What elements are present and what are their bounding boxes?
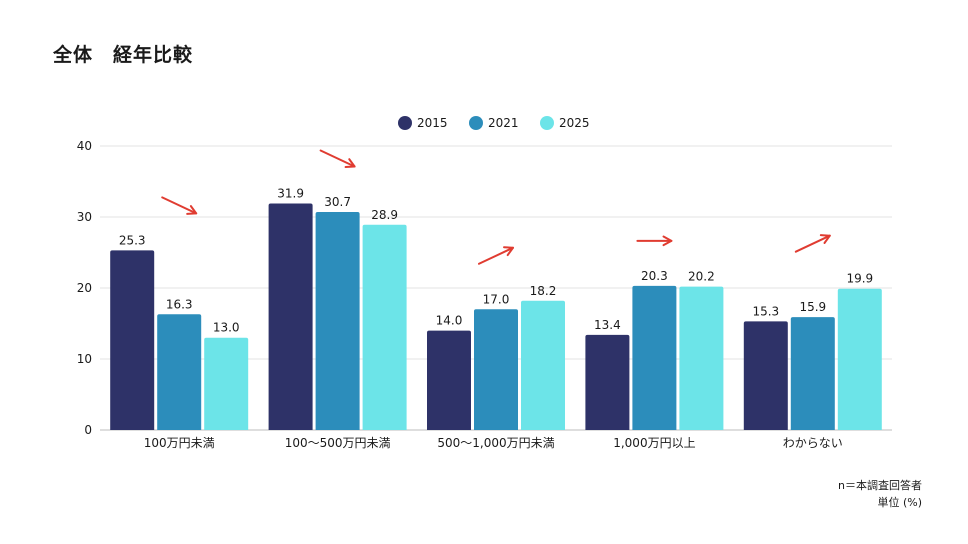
data-label: 13.4 xyxy=(594,318,621,332)
data-label: 19.9 xyxy=(846,272,873,286)
data-label: 18.2 xyxy=(530,284,557,298)
trend-arrow-line xyxy=(794,234,831,253)
trend-arrow-head xyxy=(503,246,514,257)
y-tick-label: 40 xyxy=(77,139,92,153)
data-label: 17.0 xyxy=(483,292,510,306)
trend-arrow-head xyxy=(344,158,356,169)
legend-marker xyxy=(469,116,483,130)
x-tick-label: 500～1,000万円未満 xyxy=(437,436,554,450)
bar xyxy=(268,203,313,430)
data-label: 20.3 xyxy=(641,269,668,283)
bar xyxy=(837,288,882,430)
trend-arrow-line xyxy=(478,246,514,265)
legend-label: 2025 xyxy=(559,116,590,130)
legend-label: 2015 xyxy=(417,116,448,130)
trend-arrow-line xyxy=(161,196,198,215)
y-tick-label: 10 xyxy=(77,352,92,366)
trend-arrow-line xyxy=(319,149,356,168)
bar xyxy=(315,212,360,430)
data-label: 14.0 xyxy=(436,314,463,328)
y-tick-label: 30 xyxy=(77,210,92,224)
legend-marker xyxy=(540,116,554,130)
bar xyxy=(110,250,155,430)
bar xyxy=(427,330,471,430)
bar xyxy=(521,300,565,430)
trend-arrow-head xyxy=(662,235,673,247)
trend-arrow-head xyxy=(186,205,198,215)
bar xyxy=(474,309,518,430)
y-tick-label: 20 xyxy=(77,281,92,295)
x-tick-label: 100万円未満 xyxy=(144,436,215,450)
bar xyxy=(743,321,788,430)
data-label: 25.3 xyxy=(119,233,146,247)
data-label: 16.3 xyxy=(166,297,193,311)
bar xyxy=(204,337,249,430)
footnote-unit: 単位 (%) xyxy=(877,496,922,509)
y-tick-label: 0 xyxy=(84,423,92,437)
x-tick-label: 1,000万円以上 xyxy=(613,436,695,450)
bar xyxy=(157,314,202,430)
data-label: 20.2 xyxy=(688,270,715,284)
data-label: 15.3 xyxy=(752,304,779,318)
x-tick-label: 100～500万円未満 xyxy=(285,436,391,450)
bar xyxy=(362,224,407,430)
data-label: 28.9 xyxy=(371,208,398,222)
bar xyxy=(632,285,677,430)
footnote: n＝本調査回答者 単位 (%) xyxy=(838,477,922,511)
legend-marker xyxy=(398,116,412,130)
data-label: 30.7 xyxy=(324,195,351,209)
bar xyxy=(585,334,630,430)
bar xyxy=(679,286,724,430)
bar xyxy=(790,317,835,430)
data-label: 13.0 xyxy=(213,321,240,335)
footnote-sample: n＝本調査回答者 xyxy=(838,479,922,492)
x-tick-label: わからない xyxy=(783,436,843,450)
chart-title: 全体 経年比較 xyxy=(53,44,194,66)
data-label: 31.9 xyxy=(277,187,304,201)
legend-label: 2021 xyxy=(488,116,519,130)
trend-arrow-head xyxy=(819,234,831,244)
data-label: 15.9 xyxy=(799,300,826,314)
